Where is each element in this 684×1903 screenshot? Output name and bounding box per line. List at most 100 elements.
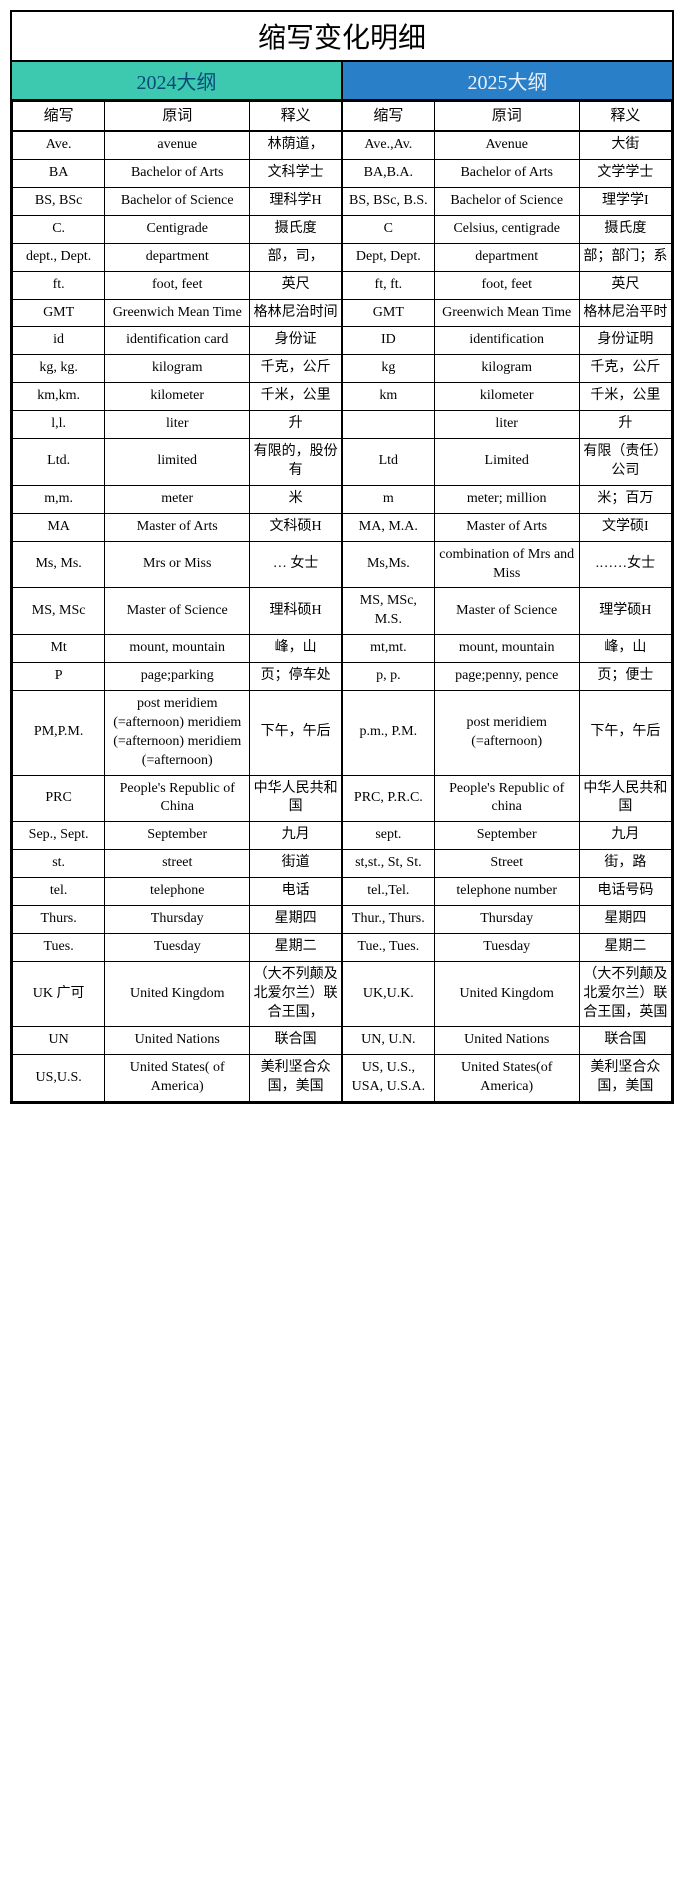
cell-r_abbr: UN, U.N. [342,1027,434,1055]
cell-l_mean: … 女士 [250,541,342,588]
cell-r_word: Bachelor of Arts [434,160,579,188]
cell-l_word: mount, mountain [105,635,250,663]
cell-r_abbr: m [342,485,434,513]
cell-l_mean: 部，司， [250,243,342,271]
table-row: Ltd.limited有限的，股份有LtdLimited有限（责任）公司 [13,439,672,486]
cell-l_word: limited [105,439,250,486]
cell-r_mean: .……女士 [579,541,671,588]
cell-r_abbr [342,411,434,439]
cell-l_word: telephone [105,878,250,906]
table-row: Mtmount, mountain峰，山mt,mt.mount, mountai… [13,635,672,663]
cell-r_abbr: Thur., Thurs. [342,905,434,933]
cell-l_abbr: Mt [13,635,105,663]
cell-l_abbr: Thurs. [13,905,105,933]
cell-l_mean: 米 [250,485,342,513]
cell-r_word: United States(of America) [434,1055,579,1102]
cell-l_abbr: PRC [13,775,105,822]
cell-l_mean: 街道 [250,850,342,878]
cell-r_mean: 升 [579,411,671,439]
cell-r_word: liter [434,411,579,439]
cell-l_mean: 下午，午后 [250,690,342,775]
table-row: st.street街道st,st., St, St.Street街，路 [13,850,672,878]
cell-r_word: Master of Science [434,588,579,635]
cell-l_mean: 千克，公斤 [250,355,342,383]
table-row: l,l.liter升liter升 [13,411,672,439]
table-row: Sep., Sept.September九月sept.September九月 [13,822,672,850]
page-title: 缩写变化明细 [12,12,672,62]
cell-l_word: Bachelor of Science [105,188,250,216]
year-2024-header: 2024大纲 [12,62,343,99]
cell-l_abbr: Sep., Sept. [13,822,105,850]
cell-l_abbr: m,m. [13,485,105,513]
cell-l_mean: 电话 [250,878,342,906]
cell-r_abbr: MA, M.A. [342,513,434,541]
cell-r_abbr: p, p. [342,663,434,691]
cell-r_mean: 九月 [579,822,671,850]
cell-l_abbr: MA [13,513,105,541]
cell-l_word: Greenwich Mean Time [105,299,250,327]
cell-r_mean: 街，路 [579,850,671,878]
cell-l_word: foot, feet [105,271,250,299]
table-row: C.Centigrade摄氏度CCelsius, centigrade摄氏度 [13,215,672,243]
abbreviation-table: 缩写 原词 释义 缩写 原词 释义 Ave.avenue林荫道，Ave.,Av.… [12,101,672,1102]
col-abbr-left: 缩写 [13,102,105,132]
cell-r_mean: 文学学士 [579,160,671,188]
cell-l_abbr: US,U.S. [13,1055,105,1102]
cell-r_word: People's Republic of china [434,775,579,822]
cell-r_word: kilogram [434,355,579,383]
table-row: Tues.Tuesday星期二Tue., Tues.Tuesday星期二 [13,933,672,961]
cell-l_mean: 星期二 [250,933,342,961]
cell-r_word: combination of Mrs and Miss [434,541,579,588]
cell-r_abbr: GMT [342,299,434,327]
table-row: PM,P.M.post meridiem (=afternoon) meridi… [13,690,672,775]
cell-r_mean: 部；部门；系 [579,243,671,271]
cell-r_mean: 英尺 [579,271,671,299]
cell-l_mean: 林荫道， [250,131,342,159]
col-abbr-right: 缩写 [342,102,434,132]
cell-l_abbr: Ltd. [13,439,105,486]
cell-l_word: Bachelor of Arts [105,160,250,188]
cell-l_word: United States( of America) [105,1055,250,1102]
cell-r_word: Thursday [434,905,579,933]
cell-l_mean: 摄氏度 [250,215,342,243]
table-row: BABachelor of Arts文科学士BA,B.A.Bachelor of… [13,160,672,188]
cell-l_mean: 星期四 [250,905,342,933]
cell-r_abbr: US, U.S., USA, U.S.A. [342,1055,434,1102]
cell-r_abbr: MS, MSc, M.S. [342,588,434,635]
cell-l_mean: 峰，山 [250,635,342,663]
cell-l_word: kilometer [105,383,250,411]
cell-l_abbr: GMT [13,299,105,327]
table-row: kg, kg.kilogram千克，公斤kgkilogram千克，公斤 [13,355,672,383]
cell-l_word: People's Republic of China [105,775,250,822]
cell-r_word: Street [434,850,579,878]
cell-r_word: Celsius, centigrade [434,215,579,243]
cell-l_abbr: dept., Dept. [13,243,105,271]
cell-r_mean: 下午，午后 [579,690,671,775]
year-2025-header: 2025大纲 [343,62,672,99]
table-row: UNUnited Nations联合国UN, U.N.United Nation… [13,1027,672,1055]
cell-l_word: post meridiem (=afternoon) meridiem (=af… [105,690,250,775]
cell-r_abbr: km [342,383,434,411]
cell-r_abbr: BS, BSc, B.S. [342,188,434,216]
cell-r_mean: 电话号码 [579,878,671,906]
cell-r_word: mount, mountain [434,635,579,663]
cell-r_word: Master of Arts [434,513,579,541]
cell-l_abbr: st. [13,850,105,878]
cell-r_mean: 理学学I [579,188,671,216]
cell-r_word: Limited [434,439,579,486]
cell-r_abbr: ft, ft. [342,271,434,299]
cell-l_mean: 页；停车处 [250,663,342,691]
cell-l_mean: （大不列颠及北爱尔兰）联合王国， [250,961,342,1027]
cell-l_abbr: P [13,663,105,691]
cell-r_mean: 中华人民共和国 [579,775,671,822]
cell-r_abbr: Ave.,Av. [342,131,434,159]
cell-r_mean: （大不列颠及北爱尔兰）联合王国，英国 [579,961,671,1027]
table-row: Ms, Ms.Mrs or Miss… 女士Ms,Ms.combination … [13,541,672,588]
cell-l_word: identification card [105,327,250,355]
cell-r_mean: 星期二 [579,933,671,961]
cell-l_abbr: l,l. [13,411,105,439]
cell-l_word: liter [105,411,250,439]
cell-r_abbr: BA,B.A. [342,160,434,188]
cell-l_word: page;parking [105,663,250,691]
cell-r_word: United Kingdom [434,961,579,1027]
